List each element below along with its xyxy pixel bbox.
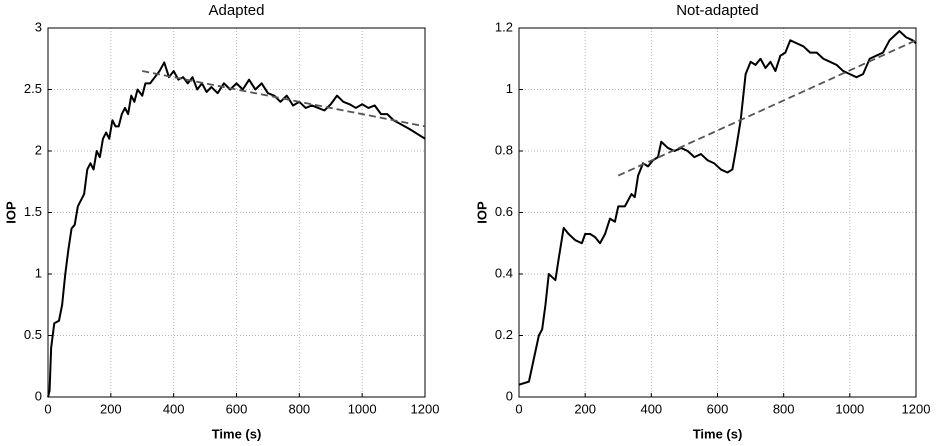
y-tick-label: 0.5 bbox=[24, 327, 42, 342]
y-tick-label: 0.2 bbox=[495, 327, 513, 342]
y-tick-label: 3 bbox=[35, 19, 42, 34]
x-tick-label: 400 bbox=[640, 401, 662, 416]
y-tick-label: 1.5 bbox=[24, 204, 42, 219]
x-tick-label: 600 bbox=[226, 401, 248, 416]
x-tick-label: 400 bbox=[163, 401, 185, 416]
x-tick-label: 800 bbox=[288, 401, 310, 416]
y-tick-label: 1.2 bbox=[495, 19, 513, 34]
plot-frame bbox=[47, 27, 426, 398]
chart-title: Adapted bbox=[209, 2, 265, 19]
trend-line bbox=[617, 39, 917, 177]
x-tick-label: 200 bbox=[100, 401, 122, 416]
x-tick-label: 1200 bbox=[411, 401, 440, 416]
y-tick-label: 2.5 bbox=[24, 81, 42, 96]
x-tick-label: 1000 bbox=[835, 401, 864, 416]
x-tick-label: 1200 bbox=[902, 401, 931, 416]
y-axis-label: IOP bbox=[3, 201, 18, 224]
x-axis-label: Time (s) bbox=[693, 426, 743, 441]
x-tick-label: 600 bbox=[707, 401, 729, 416]
data-line bbox=[518, 30, 917, 386]
y-tick-label: 1 bbox=[35, 265, 42, 280]
chart-title: Not-adapted bbox=[676, 2, 759, 19]
x-tick-label: 0 bbox=[44, 401, 51, 416]
x-tick-label: 800 bbox=[773, 401, 795, 416]
y-tick-label: 0.4 bbox=[495, 265, 513, 280]
x-tick-label: 0 bbox=[515, 401, 522, 416]
y-tick-label: 0 bbox=[35, 388, 42, 403]
y-tick-label: 0.6 bbox=[495, 204, 513, 219]
plot-frame bbox=[518, 27, 917, 398]
y-tick-label: 2 bbox=[35, 142, 42, 157]
y-axis-label: IOP bbox=[474, 201, 489, 224]
y-tick-label: 1 bbox=[506, 81, 513, 96]
x-tick-label: 200 bbox=[574, 401, 596, 416]
y-tick-label: 0.8 bbox=[495, 142, 513, 157]
y-tick-label: 0 bbox=[506, 388, 513, 403]
data-line bbox=[47, 61, 426, 398]
x-tick-label: 1000 bbox=[348, 401, 377, 416]
trend-line bbox=[142, 70, 426, 128]
x-axis-label: Time (s) bbox=[212, 426, 262, 441]
